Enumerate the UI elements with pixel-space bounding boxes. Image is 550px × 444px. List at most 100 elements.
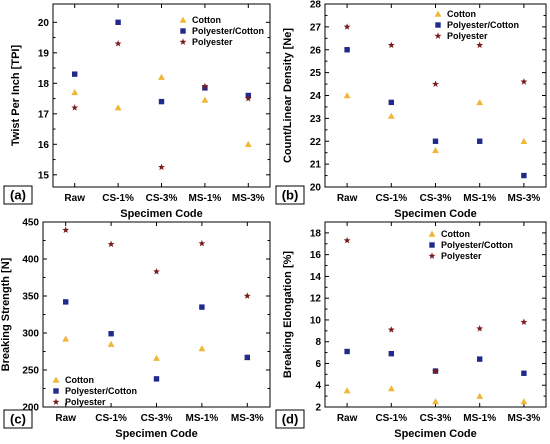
x-tick-label-ms-3: MS-3% <box>232 193 265 204</box>
legend-marker-polyester <box>179 38 187 45</box>
point-cotton-cs-1 <box>107 340 115 347</box>
x-tick-label-raw: Raw <box>64 193 85 204</box>
point-cotton-cs-3 <box>158 73 165 80</box>
y-tick-label: 6 <box>315 359 321 370</box>
x-axis-title: Specimen Code <box>120 208 203 220</box>
y-tick-label: 28 <box>310 0 322 11</box>
y-tick-label: 14 <box>310 272 322 283</box>
point-polyester-cotton-ms-3 <box>244 354 250 361</box>
point-polyester-cotton-cs-3 <box>432 138 439 144</box>
point-polyester-cs-1 <box>114 40 122 47</box>
legend-marker-polyester-cotton <box>180 28 186 34</box>
panel-tag-box <box>275 409 305 429</box>
y-tick-label: 22 <box>310 137 322 148</box>
y-tick-label: 23 <box>310 114 322 125</box>
x-tick-label-cs-1: CS-1% <box>375 193 407 204</box>
y-tick-label: 350 <box>22 292 39 303</box>
point-polyester-ms-1 <box>201 82 209 90</box>
point-polyester-cotton-ms-3 <box>521 172 527 179</box>
point-cotton-raw <box>343 387 351 394</box>
point-polyester-cotton-ms-1 <box>202 85 208 91</box>
series-polyester-cotton <box>344 47 527 179</box>
legend-label-polyester-cotton: Polyester/Cotton <box>192 26 264 36</box>
legend-label-cotton: Cotton <box>447 9 476 19</box>
point-polyester-cotton-cs-1 <box>388 99 394 106</box>
y-tick-label: 200 <box>22 403 39 414</box>
y-axis-title: Breaking Strength [N] <box>0 257 12 371</box>
y-tick-label: 21 <box>310 160 322 171</box>
y-tick-label: 19 <box>38 48 50 59</box>
point-cotton-cs-1 <box>387 385 395 392</box>
y-tick-label: 15 <box>38 170 50 181</box>
y-tick-label: 26 <box>310 45 322 56</box>
y-tick-label: 18 <box>38 79 50 90</box>
point-cotton-cs-3 <box>432 147 439 154</box>
series-cotton <box>62 335 251 361</box>
legend-marker-polyester-cotton <box>53 388 59 394</box>
legend-marker-cotton <box>428 230 436 237</box>
legend-marker-polyester-cotton <box>435 22 441 28</box>
y-tick-label: 25 <box>310 68 322 79</box>
x-tick-label-ms-3: MS-3% <box>508 193 541 204</box>
point-polyester-ms-1 <box>476 325 484 332</box>
x-axis-title: Specimen Code <box>394 208 477 220</box>
x-axis-title: Specimen Code <box>394 428 477 440</box>
point-polyester-cs-3 <box>432 367 439 374</box>
point-cotton-raw <box>343 92 351 99</box>
x-tick-label-ms-1: MS-1% <box>463 413 496 424</box>
point-polyester-ms-3 <box>520 318 528 326</box>
legend-marker-polyester <box>434 32 442 39</box>
panel-tag: (c) <box>10 412 26 427</box>
x-axis-title: Specimen Code <box>115 428 198 440</box>
y-tick-label: 27 <box>310 22 322 33</box>
y-tick-label: 250 <box>22 366 39 377</box>
x-tick-label-cs-3: CS-3% <box>420 193 452 204</box>
point-polyester-cotton-raw <box>344 348 350 355</box>
legend-marker-polyester <box>52 398 60 405</box>
legend-label-cotton: Cotton <box>441 229 470 239</box>
legend-label-polyester: Polyester <box>192 37 233 47</box>
series-cotton <box>343 92 528 154</box>
point-polyester-cs-3 <box>432 80 439 87</box>
y-tick-label: 20 <box>38 18 50 29</box>
point-polyester-cotton-raw <box>344 47 350 53</box>
point-polyester-cotton-cs-3 <box>158 98 165 105</box>
panel-d: 2 4 6 8 10 12 14 16 18 Raw CS-1% CS-3% MS-1% MS-3% Spe… <box>275 221 547 440</box>
point-polyester-cotton-cs-3 <box>153 376 160 382</box>
legend-marker-polyester <box>428 252 436 259</box>
y-axis-title: Breaking Elongation [%] <box>282 251 294 378</box>
legend-label-polyester-cotton: Polyester/Cotton <box>65 386 137 396</box>
series-cotton <box>343 385 528 405</box>
x-tick-label-ms-1: MS-1% <box>189 193 222 204</box>
point-polyester-cs-1 <box>107 240 115 248</box>
legend-label-polyester-cotton: Polyester/Cotton <box>447 20 519 30</box>
y-tick-label: 400 <box>22 255 39 266</box>
point-polyester-ms-3 <box>243 292 251 299</box>
series-polyester-cotton <box>63 299 250 382</box>
point-polyester-cs-1 <box>387 41 395 49</box>
y-tick-label: 8 <box>315 337 321 348</box>
x-tick-label-raw: Raw <box>55 413 76 424</box>
point-polyester-cotton-raw <box>63 299 69 305</box>
point-cotton-cs-3 <box>153 354 160 361</box>
point-polyester-cotton-ms-1 <box>477 356 483 362</box>
panel-tag: (b) <box>282 188 299 203</box>
point-polyester-cs-3 <box>153 267 160 275</box>
plot-frame <box>324 3 547 188</box>
legend-label-cotton: Cotton <box>65 375 94 385</box>
point-cotton-cs-1 <box>387 112 395 119</box>
point-cotton-ms-1 <box>476 392 484 399</box>
panel-c: 200 250 300 350 400 450 Raw CS-1% CS-3% MS-1% MS-3… <box>0 218 271 440</box>
point-cotton-ms-3 <box>244 140 252 148</box>
point-polyester-cotton-cs-1 <box>108 331 114 337</box>
panel-tag-box <box>275 185 305 205</box>
point-cotton-raw <box>71 89 79 96</box>
point-cotton-cs-1 <box>114 104 122 111</box>
x-tick-label-cs-3: CS-3% <box>146 193 178 204</box>
x-tick-label-raw: Raw <box>337 193 358 204</box>
x-tick-label-ms-3: MS-3% <box>231 413 264 424</box>
panel-tag: (d) <box>282 412 299 427</box>
panel-tag-box <box>3 185 33 205</box>
y-tick-label: 16 <box>310 250 322 261</box>
point-cotton-ms-1 <box>476 98 484 106</box>
